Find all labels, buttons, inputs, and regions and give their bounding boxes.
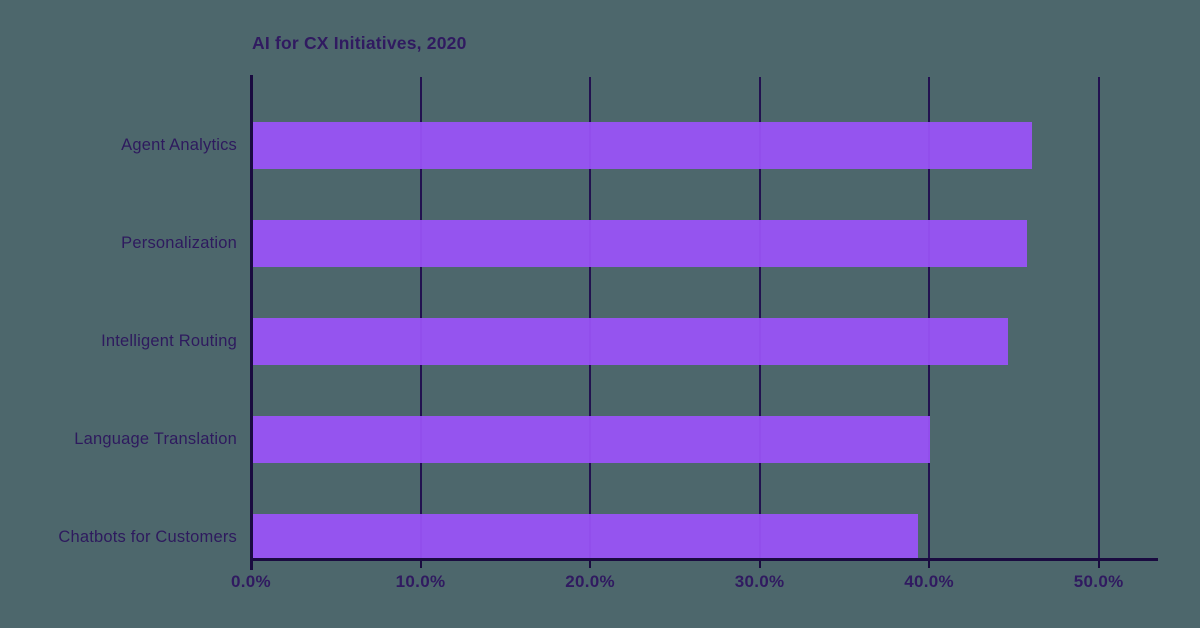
x-tick-label: 20.0% [565,572,615,591]
x-tick-mark [758,560,761,568]
x-tick-mark [1097,560,1100,568]
x-tick-mark [250,560,252,568]
x-tick-mark [589,560,592,568]
gridline [1097,77,1100,560]
x-tick-label: 30.0% [734,572,785,591]
x-tick-label: 50.0% [1073,572,1124,591]
x-tick-label: 0.0% [231,572,271,591]
category-label: Intelligent Routing [101,332,237,350]
x-axis-line [251,558,1158,561]
category-label: Agent Analytics [121,136,237,154]
y-axis-line [250,75,253,570]
bar [252,318,1009,365]
x-tick-mark [419,560,422,568]
category-label: Chatbots for Customers [58,528,237,546]
bar [252,416,931,463]
x-tick-mark [928,560,931,568]
category-label: Language Translation [74,430,237,448]
x-tick-label: 10.0% [395,572,446,591]
x-tick-label: 40.0% [904,572,954,591]
bar [252,220,1027,267]
bar [252,122,1032,169]
plot-area: 0.0% 10.0% 20.0% 30.0% 40.0% 50.0% [231,75,1158,591]
bar [252,514,919,561]
chart-title: AI for CX Initiatives, 2020 [252,33,467,53]
category-label: Personalization [121,234,237,252]
